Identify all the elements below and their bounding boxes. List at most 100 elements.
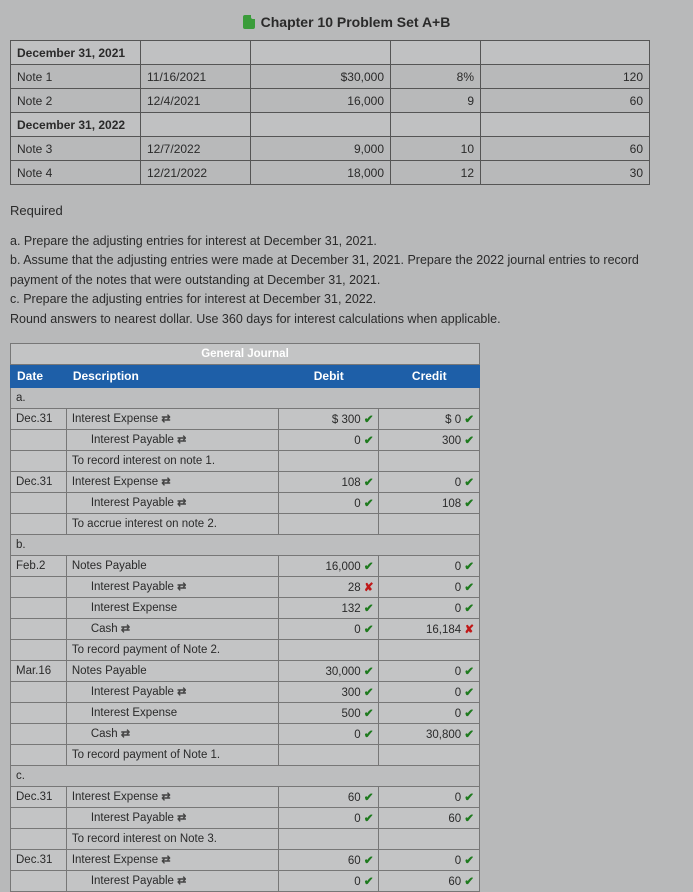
journal-debit[interactable] <box>278 513 379 534</box>
journal-debit[interactable]: 60 ✔ <box>278 849 379 870</box>
journal-debit[interactable]: 132 ✔ <box>278 597 379 618</box>
journal-row: Interest Expense 132 ✔ 0 ✔ <box>11 597 480 618</box>
journal-credit[interactable]: 60 ✔ <box>379 807 480 828</box>
notes-section-label: December 31, 2021 <box>11 41 141 65</box>
journal-debit[interactable]: 108 ✔ <box>278 471 379 492</box>
notes-cell: Note 1 <box>11 65 141 89</box>
journal-credit[interactable]: 16,184 ✘ <box>379 618 480 639</box>
journal-date <box>11 807 67 828</box>
journal-debit[interactable]: 300 ✔ <box>278 681 379 702</box>
journal-credit[interactable] <box>379 513 480 534</box>
journal-debit[interactable]: 0 ✔ <box>278 723 379 744</box>
journal-row: Dec.31Interest Expense ⇄ 60 ✔ 0 ✔ <box>11 849 480 870</box>
journal-section-label: c. <box>11 765 480 786</box>
journal-credit[interactable]: 0 ✔ <box>379 576 480 597</box>
journal-credit[interactable]: 0 ✔ <box>379 702 480 723</box>
dropdown-icon[interactable]: ⇄ <box>177 433 186 446</box>
journal-credit[interactable]: 0 ✔ <box>379 471 480 492</box>
journal-debit[interactable] <box>278 744 379 765</box>
journal-credit[interactable]: 0 ✔ <box>379 786 480 807</box>
journal-credit[interactable] <box>379 828 480 849</box>
notes-cell: 12/7/2022 <box>141 137 251 161</box>
journal-credit[interactable] <box>379 450 480 471</box>
journal-credit[interactable] <box>379 744 480 765</box>
journal-date <box>11 597 67 618</box>
journal-date <box>11 450 67 471</box>
journal-debit[interactable] <box>278 828 379 849</box>
notes-cell: 10 <box>391 137 481 161</box>
journal-credit[interactable] <box>379 639 480 660</box>
notes-cell: Note 3 <box>11 137 141 161</box>
dropdown-icon[interactable]: ⇄ <box>177 496 186 509</box>
journal-description[interactable]: Cash ⇄ <box>66 618 278 639</box>
dropdown-icon[interactable]: ⇄ <box>177 874 186 887</box>
journal-description[interactable]: Cash ⇄ <box>66 723 278 744</box>
journal-date <box>11 576 67 597</box>
dropdown-icon[interactable]: ⇄ <box>161 853 170 866</box>
page-title-row: Chapter 10 Problem Set A+B <box>10 8 683 40</box>
notes-row: Note 312/7/20229,0001060 <box>11 137 650 161</box>
dropdown-icon[interactable]: ⇄ <box>161 412 170 425</box>
dropdown-icon[interactable]: ⇄ <box>121 727 130 740</box>
journal-credit[interactable]: 30,800 ✔ <box>379 723 480 744</box>
journal-row: Interest Payable ⇄ 28 ✘ 0 ✔ <box>11 576 480 597</box>
journal-description[interactable]: Interest Expense <box>66 702 278 723</box>
dropdown-icon[interactable]: ⇄ <box>177 811 186 824</box>
journal-credit[interactable]: 0 ✔ <box>379 555 480 576</box>
journal-credit[interactable]: $ 0 ✔ <box>379 408 480 429</box>
journal-description[interactable]: Interest Expense ⇄ <box>66 471 278 492</box>
journal-description[interactable]: Interest Expense ⇄ <box>66 849 278 870</box>
journal-debit[interactable]: 28 ✘ <box>278 576 379 597</box>
journal-credit[interactable]: 0 ✔ <box>379 849 480 870</box>
notes-cell: 11/16/2021 <box>141 65 251 89</box>
journal-row: Interest Expense 500 ✔ 0 ✔ <box>11 702 480 723</box>
journal-description[interactable]: Interest Payable ⇄ <box>66 429 278 450</box>
journal-description[interactable]: Interest Payable ⇄ <box>66 870 278 891</box>
dropdown-icon[interactable]: ⇄ <box>177 580 186 593</box>
notes-cell: 60 <box>481 137 650 161</box>
journal-debit[interactable]: $ 300 ✔ <box>278 408 379 429</box>
dropdown-icon[interactable]: ⇄ <box>161 790 170 803</box>
dropdown-icon[interactable]: ⇄ <box>177 685 186 698</box>
journal-debit[interactable] <box>278 450 379 471</box>
journal-description[interactable]: Interest Payable ⇄ <box>66 807 278 828</box>
journal-description[interactable]: Notes Payable <box>66 555 278 576</box>
journal-credit[interactable]: 0 ✔ <box>379 597 480 618</box>
journal-description[interactable]: Interest Expense <box>66 597 278 618</box>
journal-debit[interactable]: 0 ✔ <box>278 429 379 450</box>
journal-credit[interactable]: 60 ✔ <box>379 870 480 891</box>
journal-row: Interest Payable ⇄ 300 ✔ 0 ✔ <box>11 681 480 702</box>
journal-description[interactable]: Interest Payable ⇄ <box>66 681 278 702</box>
journal-description[interactable]: To record payment of Note 2. <box>66 639 278 660</box>
journal-debit[interactable]: 60 ✔ <box>278 786 379 807</box>
dropdown-icon[interactable]: ⇄ <box>161 475 170 488</box>
journal-description[interactable]: Notes Payable <box>66 660 278 681</box>
journal-credit[interactable]: 108 ✔ <box>379 492 480 513</box>
journal-date <box>11 639 67 660</box>
journal-debit[interactable] <box>278 639 379 660</box>
journal-debit[interactable]: 30,000 ✔ <box>278 660 379 681</box>
journal-debit[interactable]: 0 ✔ <box>278 618 379 639</box>
hdr-date: Date <box>11 364 67 387</box>
journal-date <box>11 618 67 639</box>
journal-description[interactable]: To accrue interest on note 2. <box>66 513 278 534</box>
journal-row: b. <box>11 534 480 555</box>
journal-debit[interactable]: 500 ✔ <box>278 702 379 723</box>
journal-credit[interactable]: 0 ✔ <box>379 660 480 681</box>
journal-description[interactable]: To record interest on note 1. <box>66 450 278 471</box>
journal-debit[interactable]: 0 ✔ <box>278 492 379 513</box>
journal-description[interactable]: Interest Payable ⇄ <box>66 576 278 597</box>
journal-description[interactable]: Interest Expense ⇄ <box>66 408 278 429</box>
journal-description[interactable]: To record payment of Note 1. <box>66 744 278 765</box>
journal-description[interactable]: To record interest on Note 3. <box>66 828 278 849</box>
notes-row: Note 111/16/2021$30,0008%120 <box>11 65 650 89</box>
journal-description[interactable]: Interest Expense ⇄ <box>66 786 278 807</box>
journal-debit[interactable]: 0 ✔ <box>278 870 379 891</box>
journal-debit[interactable]: 0 ✔ <box>278 807 379 828</box>
journal-description[interactable]: Interest Payable ⇄ <box>66 492 278 513</box>
journal-debit[interactable]: 16,000 ✔ <box>278 555 379 576</box>
journal-credit[interactable]: 0 ✔ <box>379 681 480 702</box>
dropdown-icon[interactable]: ⇄ <box>121 622 130 635</box>
journal-credit[interactable]: 300 ✔ <box>379 429 480 450</box>
journal-section-label: b. <box>11 534 480 555</box>
